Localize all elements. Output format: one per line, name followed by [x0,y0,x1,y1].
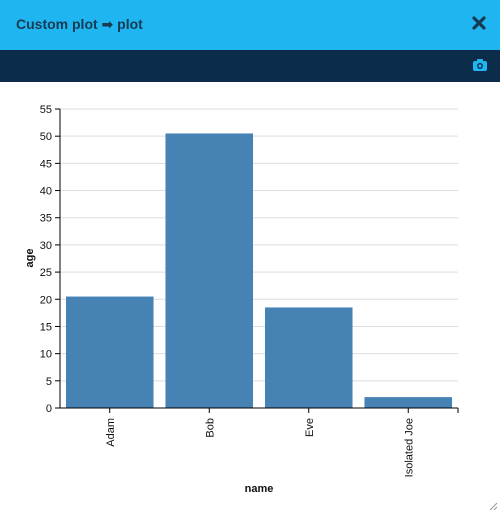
y-tick-label: 35 [40,213,52,225]
x-tick-label: Isolated Joe [403,418,415,477]
close-icon[interactable] [470,14,488,32]
bar-chart: 0 5 10 15 20 25 30 35 40 45 50 55 Adam Bob Eve Isolated… [0,82,500,513]
bar-bob[interactable] [165,133,253,408]
camera-icon[interactable] [472,58,488,72]
resize-grip-icon[interactable] [488,501,498,511]
x-axis-title: name [245,483,274,495]
y-tick-label: 50 [40,131,52,143]
y-tick-label: 5 [46,376,52,388]
plot-toolbar [0,50,500,82]
bar-eve[interactable] [265,307,353,408]
dialog-titlebar: Custom plot ➡ plot [0,0,500,50]
bars [66,133,452,408]
y-tick-label: 0 [46,403,52,415]
y-tick-label: 45 [40,158,52,170]
y-tick-label: 55 [40,104,52,116]
x-tick-label: Eve [304,418,316,437]
x-tick-label: Bob [204,418,216,438]
y-tick-label: 20 [40,294,52,306]
y-axis-title: age [24,249,36,268]
x-tick-label: Adam [105,418,117,447]
plot-area: 0 5 10 15 20 25 30 35 40 45 50 55 Adam Bob Eve Isolated… [0,82,500,513]
dialog-title: Custom plot ➡ plot [16,16,143,33]
y-tick-label: 10 [40,349,52,361]
bar-isolated-joe[interactable] [364,397,452,408]
bar-adam[interactable] [66,297,154,408]
y-tick-label: 25 [40,267,52,279]
y-tick-label: 15 [40,321,52,333]
y-tick-label: 30 [40,240,52,252]
y-tick-label: 40 [40,186,52,198]
